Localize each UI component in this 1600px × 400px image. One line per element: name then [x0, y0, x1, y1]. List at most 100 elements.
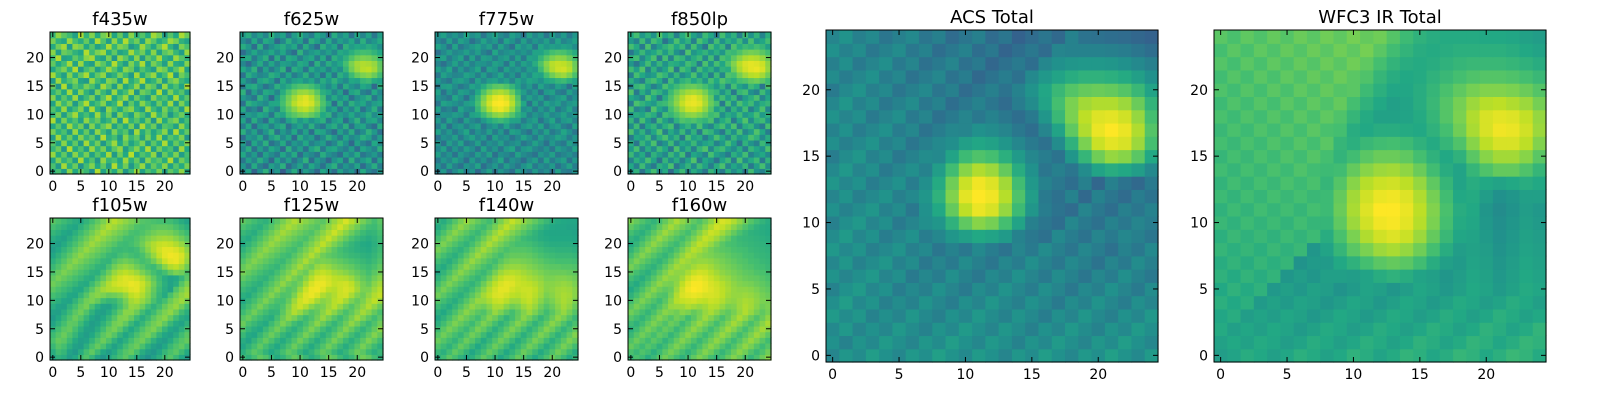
heatmap-cell [94, 162, 101, 169]
heatmap-cell [308, 60, 315, 67]
heatmap-cell [262, 286, 270, 293]
heatmap-cell [549, 134, 556, 141]
heatmap-cell [365, 280, 373, 287]
heatmap-cell [753, 139, 761, 147]
heatmap-cell [178, 291, 185, 299]
heatmap-cell [742, 337, 749, 344]
heatmap-cell [532, 100, 539, 107]
y-tick-label: 0 [225, 164, 234, 180]
heatmap-cell [145, 303, 152, 310]
heatmap-cell [543, 337, 550, 344]
heatmap-cell [55, 94, 62, 101]
heatmap-cell [257, 235, 264, 242]
x-tick-label: 15 [128, 179, 146, 195]
heatmap-cell [668, 60, 675, 67]
heatmap-cell [100, 218, 107, 225]
heatmap-cell [736, 342, 743, 350]
heatmap-cell [134, 37, 141, 44]
heatmap-cell [566, 291, 573, 299]
heatmap-cell [251, 37, 258, 44]
heatmap-cell [685, 320, 692, 327]
heatmap-cell [656, 320, 663, 327]
heatmap-cell [291, 320, 298, 327]
heatmap-cell [184, 66, 191, 73]
heatmap-cell [673, 331, 681, 338]
heatmap-cell [354, 71, 361, 79]
heatmap-cell [78, 94, 85, 101]
heatmap-cell [765, 66, 772, 73]
heatmap-cell [274, 280, 281, 287]
heatmap-cell [285, 308, 293, 316]
heatmap-cell [480, 354, 488, 361]
heatmap-cell [730, 37, 738, 44]
heatmap-cell [156, 257, 163, 265]
heatmap-cell [673, 100, 681, 107]
heatmap-cell [291, 257, 298, 265]
heatmap-cell [537, 348, 545, 355]
heatmap-cell [633, 291, 641, 299]
heatmap-cell [475, 145, 482, 152]
heatmap-cell [713, 297, 721, 304]
heatmap-cell [650, 117, 658, 124]
heatmap-cell [117, 37, 124, 44]
heatmap-cell [526, 218, 533, 225]
heatmap-cell [457, 122, 465, 130]
heatmap-cell [94, 342, 101, 350]
heatmap-cell [572, 263, 579, 270]
heatmap-cell [679, 291, 686, 299]
heatmap-cell [354, 60, 361, 67]
heatmap-cell [480, 280, 488, 287]
heatmap-cell [302, 280, 310, 287]
heatmap-cell [314, 263, 321, 270]
heatmap-cell [50, 37, 57, 44]
heatmap-cell [331, 235, 338, 242]
heatmap-cell [128, 43, 135, 50]
heatmap-cell [645, 43, 652, 50]
heatmap-cell [106, 263, 113, 270]
heatmap-cell [106, 337, 113, 344]
heatmap-cell [469, 218, 476, 225]
heatmap-cell [302, 314, 310, 321]
heatmap-cell [173, 111, 180, 118]
heatmap-cell [537, 325, 545, 333]
heatmap-cell [696, 117, 703, 124]
heatmap-cell [173, 286, 180, 293]
heatmap-cell [440, 139, 448, 147]
heatmap-cell [452, 308, 459, 316]
heatmap-cell [736, 145, 743, 152]
heatmap-cell [650, 156, 658, 164]
heatmap-cell [713, 128, 721, 135]
heatmap-cell [134, 223, 141, 230]
heatmap-cell [291, 94, 298, 101]
heatmap-cell [134, 122, 141, 130]
heatmap-cell [291, 100, 298, 107]
heatmap-cell [72, 257, 79, 265]
heatmap-cell [440, 162, 448, 169]
heatmap-cell [730, 348, 738, 355]
heatmap-cell [572, 105, 579, 113]
heatmap-cell [452, 246, 459, 253]
heatmap-cell [251, 32, 258, 39]
heatmap-cell [708, 280, 715, 287]
heatmap-cell [520, 263, 528, 270]
heatmap-cell [280, 145, 287, 152]
heatmap-cell [469, 139, 476, 147]
heatmap-cell [100, 151, 107, 158]
heatmap-cell [134, 280, 141, 287]
heatmap-cell [89, 37, 96, 44]
heatmap-cell [515, 168, 522, 175]
heatmap-cell [78, 83, 85, 90]
heatmap-cell [446, 235, 453, 242]
heatmap-cell [331, 54, 338, 61]
heatmap-cell [679, 37, 686, 44]
heatmap-cell [240, 280, 247, 287]
heatmap-cell [639, 32, 646, 39]
heatmap-cell [696, 325, 703, 333]
heatmap-cell [520, 37, 528, 44]
heatmap-cell [100, 314, 107, 321]
heatmap-cell [371, 354, 378, 361]
heatmap-cell [520, 223, 528, 230]
heatmap-cell [748, 162, 755, 169]
heatmap-cell [83, 280, 90, 287]
heatmap-cell [520, 286, 528, 293]
